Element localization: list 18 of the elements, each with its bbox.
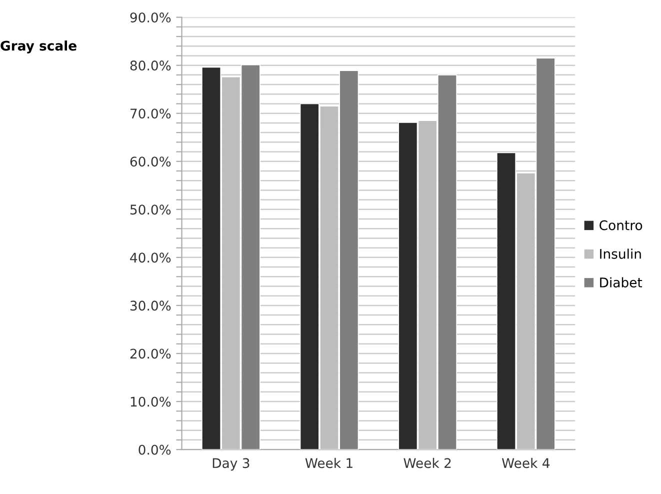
y-tick-label: 60.0% [130, 156, 171, 167]
y-tick-label: 20.0% [130, 348, 171, 359]
x-tick-label: Day 3 [212, 458, 250, 471]
y-tick-label: 90.0% [130, 12, 171, 22]
y-tick-label: 40.0% [130, 252, 171, 263]
y-axis-title: Gray scale [0, 40, 76, 54]
legend-label: Contro [600, 220, 642, 230]
x-tick-label: Week 1 [305, 458, 352, 468]
y-tick-label: 50.0% [130, 204, 171, 215]
legend-label: Insulin [600, 248, 641, 259]
x-tick-label: Week 4 [502, 458, 550, 468]
y-tick-label: 80.0% [130, 60, 171, 71]
y-tick-label: 0.0% [138, 444, 171, 455]
y-tick-label: 10.0% [130, 396, 171, 407]
x-tick-label: Week 2 [404, 458, 451, 468]
legend-label: Diabet [600, 277, 642, 288]
y-tick-label: 30.0% [130, 300, 171, 311]
y-tick-label: 70.0% [130, 108, 171, 119]
